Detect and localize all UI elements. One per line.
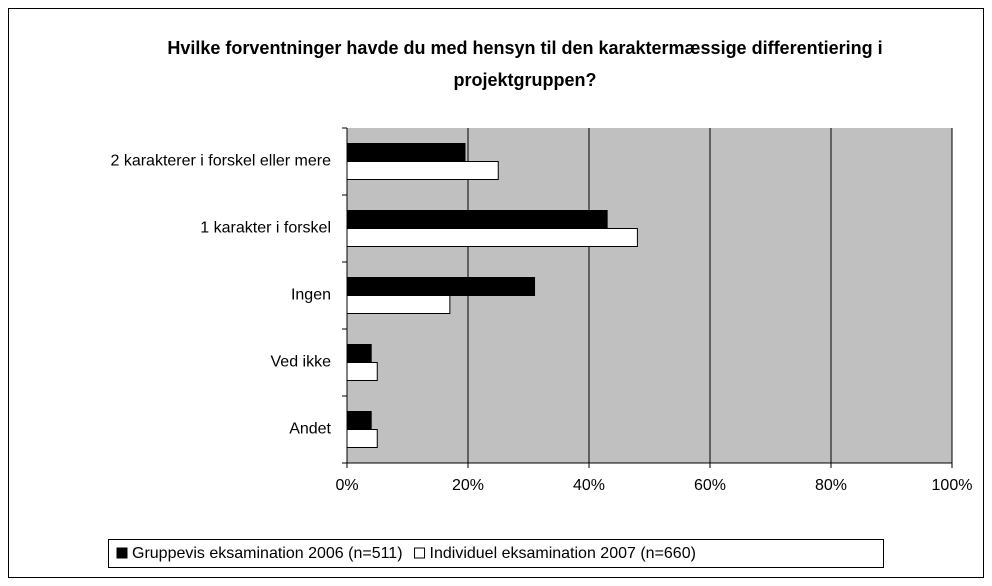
x-tick-label: 80% <box>815 477 847 494</box>
y-tick-label: Andet <box>289 421 331 438</box>
chart-title: Hvilke forventninger havde du med hensyn… <box>167 38 883 90</box>
x-tick-label: 20% <box>452 477 484 494</box>
legend-label: Individuel eksamination 2007 (n=660) <box>430 545 696 562</box>
legend-swatch <box>116 547 128 559</box>
y-tick-label: Ingen <box>291 287 331 304</box>
bar <box>346 228 638 247</box>
x-tick-label: 60% <box>694 477 726 494</box>
bar <box>346 161 499 180</box>
x-tick-label: 100% <box>932 477 973 494</box>
bar <box>346 411 372 430</box>
legend-box <box>108 539 884 568</box>
bar <box>346 210 608 229</box>
y-tick-label: 2 karakterer i forskel eller mere <box>110 153 331 170</box>
bar <box>346 295 451 314</box>
x-tick-label: 40% <box>573 477 605 494</box>
bar <box>346 344 372 363</box>
bar <box>346 362 378 381</box>
legend-swatch <box>414 547 426 559</box>
y-tick-label: 1 karakter i forskel <box>200 220 331 237</box>
y-tick-label: Ved ikke <box>271 354 332 371</box>
bar <box>346 143 466 162</box>
x-tick-label: 0% <box>335 477 358 494</box>
legend-label: Gruppevis eksamination 2006 (n=511) <box>132 545 403 562</box>
bar <box>346 429 378 448</box>
bar <box>346 277 536 296</box>
